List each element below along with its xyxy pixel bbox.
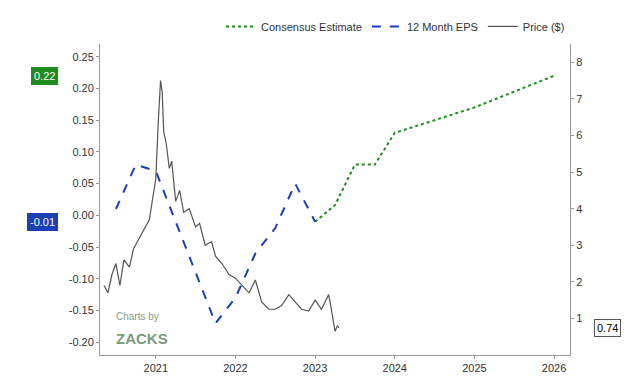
svg-text:3: 3	[576, 239, 582, 251]
svg-text:2025: 2025	[462, 362, 486, 374]
svg-text:Price ($): Price ($)	[523, 21, 565, 33]
svg-text:2: 2	[576, 276, 582, 288]
svg-text:-0.10: -0.10	[69, 273, 94, 285]
svg-text:6: 6	[576, 129, 582, 141]
svg-text:8: 8	[576, 56, 582, 68]
svg-text:0.74: 0.74	[597, 322, 618, 334]
svg-text:-0.20: -0.20	[69, 336, 94, 348]
svg-text:Consensus Estimate: Consensus Estimate	[261, 21, 362, 33]
svg-text:2022: 2022	[223, 362, 247, 374]
svg-text:0.05: 0.05	[72, 177, 93, 189]
svg-text:4: 4	[576, 203, 582, 215]
svg-text:0.25: 0.25	[72, 51, 93, 63]
svg-text:-0.05: -0.05	[69, 241, 94, 253]
svg-text:0.10: 0.10	[72, 146, 93, 158]
svg-text:2023: 2023	[303, 362, 327, 374]
svg-text:0.00: 0.00	[72, 209, 93, 221]
svg-text:ZACKS: ZACKS	[116, 330, 168, 347]
svg-text:2021: 2021	[144, 362, 168, 374]
svg-text:2026: 2026	[542, 362, 566, 374]
svg-text:0.15: 0.15	[72, 114, 93, 126]
svg-text:0.22: 0.22	[34, 70, 55, 82]
svg-text:5: 5	[576, 166, 582, 178]
svg-text:7: 7	[576, 93, 582, 105]
svg-text:-0.01: -0.01	[30, 216, 55, 228]
svg-text:12 Month EPS: 12 Month EPS	[407, 21, 478, 33]
svg-text:Charts by: Charts by	[116, 311, 159, 322]
svg-text:0.20: 0.20	[72, 82, 93, 94]
svg-text:-0.15: -0.15	[69, 304, 94, 316]
svg-text:1: 1	[576, 312, 582, 324]
svg-text:2024: 2024	[383, 362, 407, 374]
